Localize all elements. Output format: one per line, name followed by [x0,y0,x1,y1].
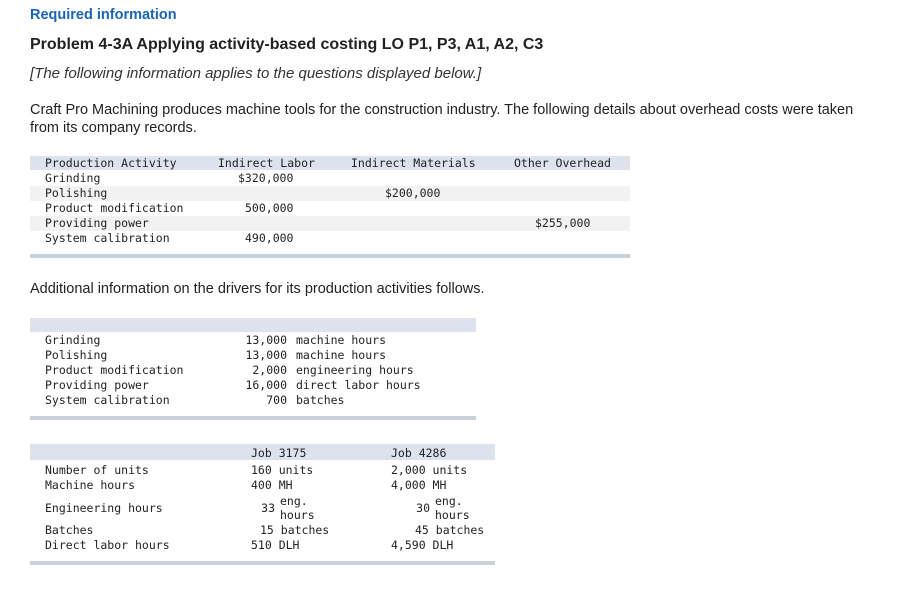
activity-grinding: Grinding [45,171,101,185]
table-bottom-rule [30,416,476,420]
jobs-table: Job 3175 Job 4286 Number of units 160 un… [30,444,495,565]
info-note: [The following information applies to th… [30,65,482,82]
required-information-heading: Required information [30,7,177,23]
label-machine-hours: Machine hours [45,478,136,492]
job3175-units: 160 units [251,463,314,477]
table-bottom-rule [30,254,630,258]
label-direct-labor-hours: Direct labor hours [45,538,170,552]
problem-title: Problem 4-3A Applying activity-based cos… [30,36,544,53]
job4286-units: 2,000 units [391,463,468,477]
job4286-machine-hours: 4,000 MH [391,478,447,492]
job3175-engineering-unit-top: eng. [280,494,308,508]
labor-system-calibration: 490,000 [245,231,294,245]
job3175-batches: 15 batches [260,523,330,537]
driver-unit-system-calibration: batches [296,393,345,407]
overhead-costs-table: Production Activity Indirect Labor Indir… [30,156,630,258]
labor-product-modification: 500,000 [245,201,294,215]
table-bottom-rule [30,561,495,565]
activity-product-modification: Product modification [45,201,184,215]
materials-polishing: $200,000 [385,186,441,200]
column-header-job-4286: Job 4286 [391,446,447,460]
label-engineering-hours: Engineering hours [45,501,163,515]
job3175-machine-hours: 400 MH [251,478,293,492]
column-header-indirect-materials: Indirect Materials [351,156,476,170]
additional-info-text: Additional information on the drivers fo… [30,281,485,297]
row-band [30,216,630,231]
job4286-engineering-qty: 30 [416,501,430,515]
column-header-activity: Production Activity [45,156,177,170]
job4286-engineering-unit-top: eng. [435,494,463,508]
job3175-engineering-qty: 33 [261,501,275,515]
driver-unit-grinding: machine hours [296,333,387,347]
intro-paragraph: Craft Pro Machining produces machine too… [30,102,854,136]
labor-grinding: $320,000 [238,171,294,185]
driver-unit-product-modification: engineering hours [296,363,414,377]
label-batches: Batches [45,523,94,537]
job4286-direct-labor-hours: 4,590 DLH [391,538,454,552]
activity-providing-power: Providing power [45,216,149,230]
driver-activity-product-modification: Product modification [45,363,184,377]
driver-activity-grinding: Grinding [45,333,101,347]
job3175-direct-labor-hours: 510 DLH [251,538,300,552]
table-header-band [30,444,495,460]
column-header-job-3175: Job 3175 [251,446,307,460]
column-header-other-overhead: Other Overhead [514,156,611,170]
column-header-indirect-labor: Indirect Labor [218,156,315,170]
driver-unit-polishing: machine hours [296,348,387,362]
table-header-band [30,156,630,170]
driver-activity-system-calibration: System calibration [45,393,170,407]
driver-qty-product-modification: 2,000 [252,363,287,377]
driver-activity-polishing: Polishing [45,348,108,362]
driver-qty-polishing: 13,000 [245,348,287,362]
job4286-batches: 45 batches [415,523,485,537]
driver-unit-providing-power: direct labor hours [296,378,421,392]
driver-qty-system-calibration: 700 [266,393,287,407]
table-header-band [30,318,476,332]
driver-qty-grinding: 13,000 [245,333,287,347]
activity-polishing: Polishing [45,186,108,200]
row-band [30,186,630,201]
job3175-engineering-unit-bottom: hours [280,508,315,522]
activity-system-calibration: System calibration [45,231,170,245]
driver-qty-providing-power: 16,000 [245,378,287,392]
activity-drivers-table: Grinding 13,000 machine hours Polishing … [30,318,476,420]
label-number-of-units: Number of units [45,463,149,477]
job4286-engineering-unit-bottom: hours [435,508,470,522]
other-providing-power: $255,000 [535,216,591,230]
driver-activity-providing-power: Providing power [45,378,149,392]
